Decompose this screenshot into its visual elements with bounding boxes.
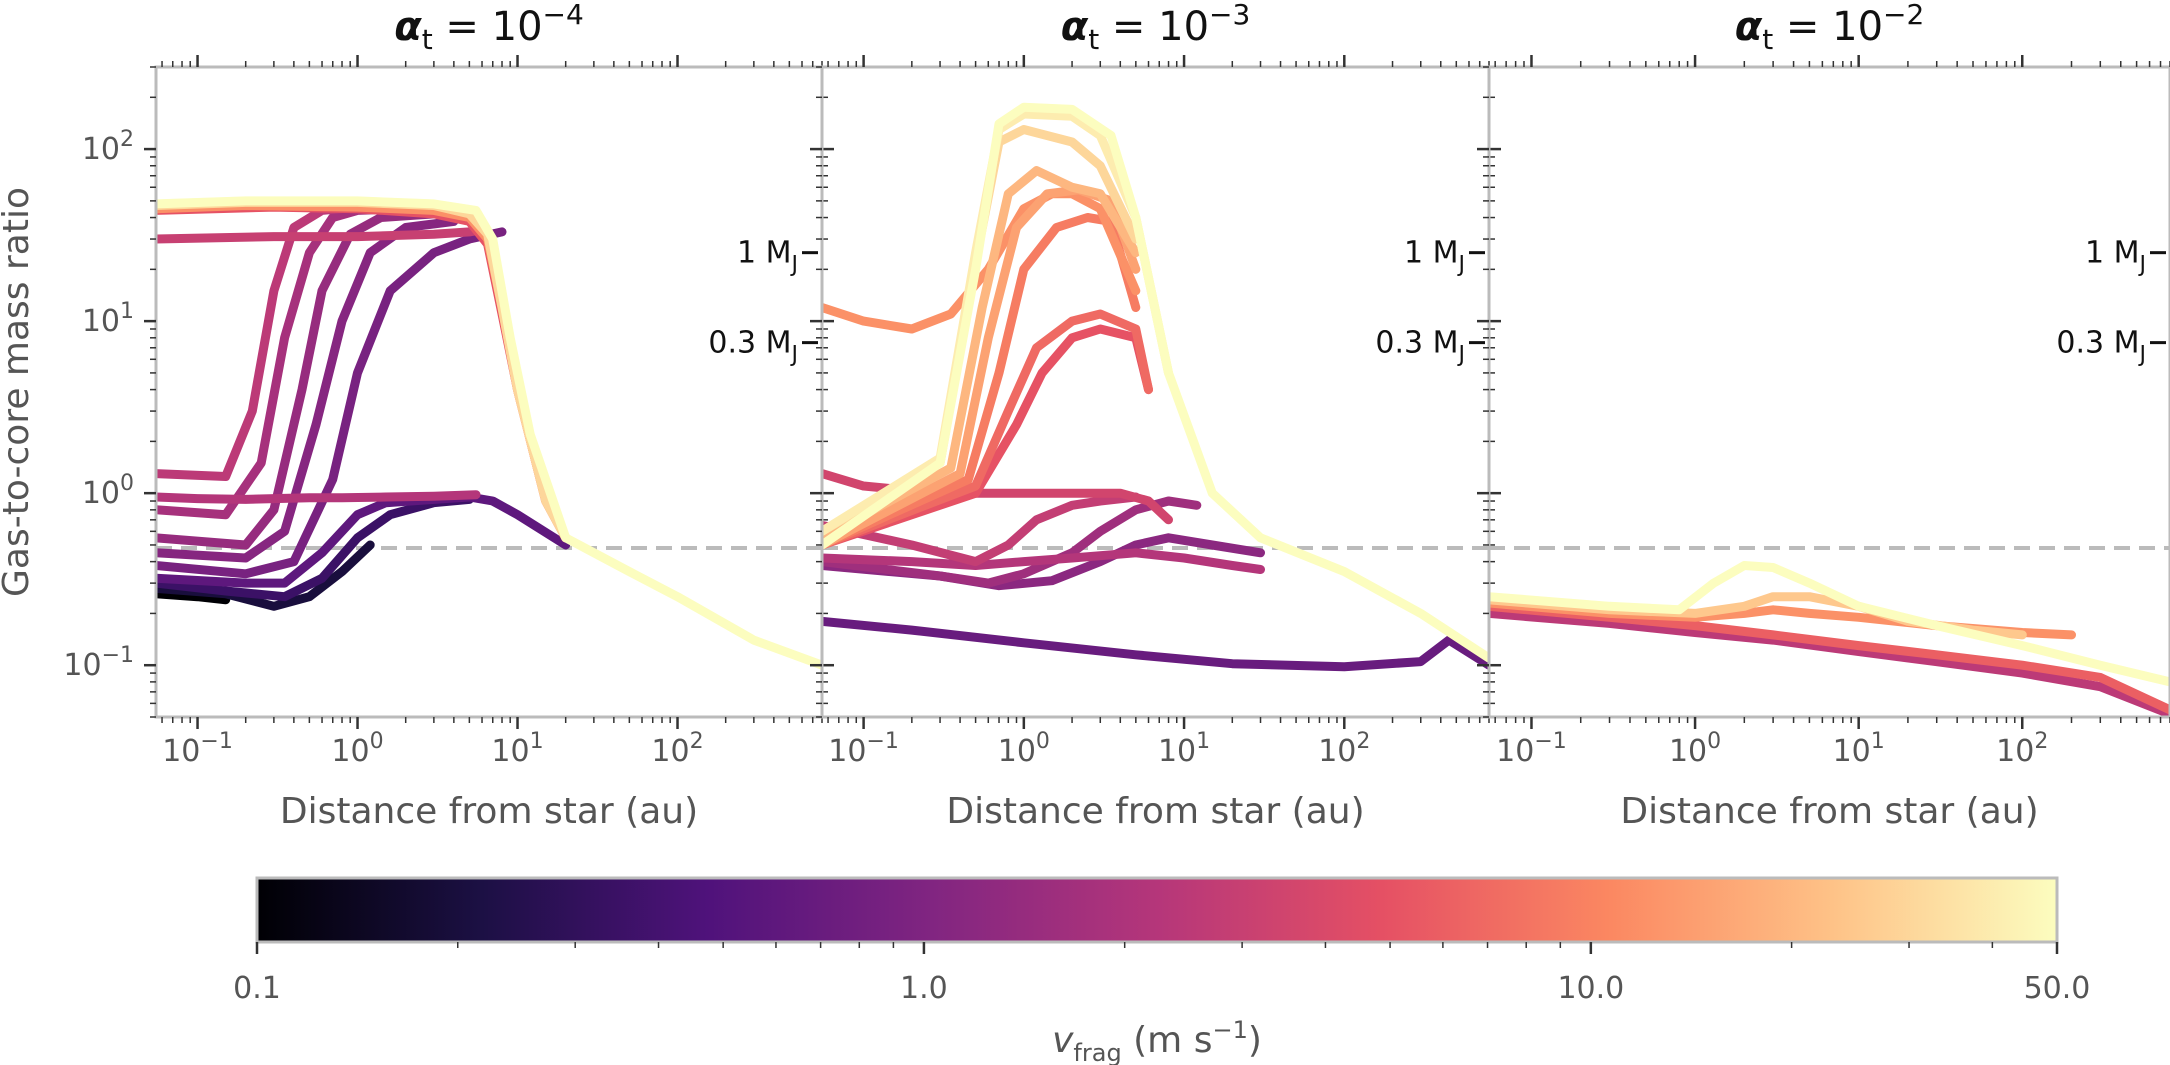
series-line xyxy=(822,324,1153,550)
series-line xyxy=(1489,561,2170,687)
y-tick-label: 101 xyxy=(82,299,134,339)
mass-annotation: 0.3 MJ xyxy=(1375,326,1465,368)
colorbar-label-symbol: v xyxy=(1052,1020,1074,1061)
panel-3-axes: 10−1 100 101 102 Distance from star (au) αt =… xyxy=(1477,0,2170,832)
x-tick-label: 10−1 xyxy=(828,729,899,769)
series-line xyxy=(156,494,474,602)
colorbar-tick-label: 1.0 xyxy=(900,971,948,1006)
panel-title: αt = 10−4 xyxy=(394,0,584,56)
panel-1-curves xyxy=(156,196,822,670)
panel-3-curves xyxy=(1489,546,2170,717)
x-tick-label: 101 xyxy=(491,729,543,769)
series-line xyxy=(822,548,1265,574)
series-line xyxy=(822,492,1141,567)
series-line xyxy=(822,189,1141,334)
series-line xyxy=(156,490,481,504)
panel-title: αt = 10−2 xyxy=(1735,0,1925,56)
y-tick-label: 102 xyxy=(82,127,134,167)
x-tick-label: 102 xyxy=(651,729,703,769)
x-tick-label: 100 xyxy=(331,729,383,769)
colorbar: 0.1 1.0 10.0 50.0 vfrag (m s−1) xyxy=(233,876,2090,1065)
colorbar-tick-label: 0.1 xyxy=(233,971,281,1006)
series-line xyxy=(156,209,439,550)
series-line xyxy=(1489,601,2170,715)
x-axis-label: Distance from star (au) xyxy=(946,791,1364,832)
mass-annotation: 0.3 MJ xyxy=(708,326,798,368)
panel-2-curves xyxy=(822,102,1489,672)
colorbar-ticks: 0.1 1.0 10.0 50.0 xyxy=(233,942,2090,1006)
y-tick-label: 100 xyxy=(82,471,134,511)
x-tick-label: 101 xyxy=(1833,729,1885,769)
mass-annotation: 0.3 MJ xyxy=(2056,326,2146,368)
series-line xyxy=(156,196,822,670)
y-tick-label: 10−1 xyxy=(63,643,134,683)
x-tick-label: 10−1 xyxy=(1496,729,1567,769)
colorbar-tick-label: 50.0 xyxy=(2024,971,2091,1006)
panel-1-axes: 10−1 100 101 102 10−1 100 101 102 Distance from … xyxy=(63,0,834,832)
series-line xyxy=(822,616,1489,672)
panel-2: 10−1 100 101 102 Distance from star (au) αt =… xyxy=(810,0,1501,832)
series-line xyxy=(156,492,571,588)
colorbar-label-units: (m s xyxy=(1122,1020,1213,1061)
panel-2-axes: 10−1 100 101 102 Distance from star (au) αt =… xyxy=(810,0,1501,832)
x-tick-label: 102 xyxy=(1318,729,1370,769)
panel-frame xyxy=(1487,65,2170,719)
mass-annotation: 1 MJ xyxy=(1404,236,1465,278)
y-axis-label: Gas-to-core mass ratio xyxy=(0,187,37,597)
x-tick-label: 100 xyxy=(998,729,1050,769)
x-tick-label: 100 xyxy=(1669,729,1721,769)
series-line xyxy=(1489,608,2170,717)
colorbar-label: vfrag (m s−1) xyxy=(1052,1016,1262,1065)
series-line xyxy=(156,589,231,605)
x-tick-label: 102 xyxy=(1996,729,2048,769)
mass-annotation: 1 MJ xyxy=(2085,236,2146,278)
colorbar-label-sup: −1 xyxy=(1212,1016,1247,1044)
series-line xyxy=(822,309,1153,550)
x-tick-label: 101 xyxy=(1158,729,1210,769)
series-line xyxy=(156,204,474,520)
x-tick-label: 10−1 xyxy=(162,729,233,769)
mass-annotation: 1 MJ xyxy=(737,236,798,278)
series-line xyxy=(822,102,1489,663)
panel-1: 10−1 100 101 102 10−1 100 101 102 Distance from … xyxy=(63,0,834,832)
panel-3: 10−1 100 101 102 Distance from star (au) αt =… xyxy=(1477,0,2170,832)
series-line xyxy=(822,166,1141,543)
colorbar-tick-label: 10.0 xyxy=(1557,971,1624,1006)
colorbar-label-close: ) xyxy=(1248,1020,1262,1061)
colorbar-label-sub: frag xyxy=(1073,1039,1121,1065)
x-axis-label: Distance from star (au) xyxy=(1620,791,2038,832)
x-axis-label: Distance from star (au) xyxy=(280,791,698,832)
panel-frame xyxy=(820,65,1491,719)
colorbar-gradient xyxy=(255,876,2059,944)
series-line xyxy=(156,227,507,579)
panel-title: αt = 10−3 xyxy=(1061,0,1251,56)
